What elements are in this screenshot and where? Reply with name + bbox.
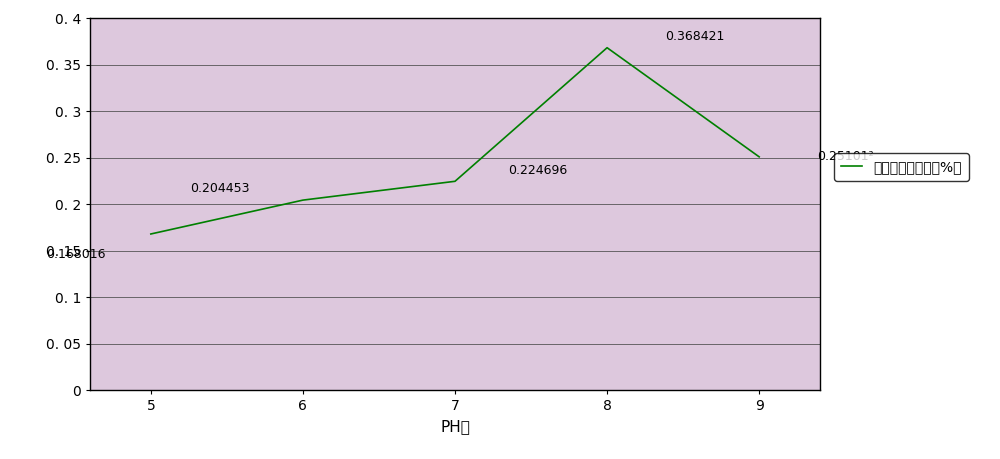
肿瘾细胞抑制率（%） [449, 179, 461, 184]
Text: 0.168016: 0.168016 [46, 248, 105, 261]
Legend: 肿瘾细胞抑制率（%）: 肿瘾细胞抑制率（%） [834, 153, 969, 181]
肿瘾细胞抑制率（%） [145, 231, 157, 237]
Line: 肿瘾细胞抑制率（%）: 肿瘾细胞抑制率（%） [151, 48, 759, 234]
肿瘾细胞抑制率（%） [297, 197, 309, 203]
Text: 0.204453: 0.204453 [190, 183, 250, 196]
肿瘾细胞抑制率（%） [601, 45, 613, 50]
肿瘾细胞抑制率（%） [753, 154, 765, 160]
Text: 0.25101²: 0.25101² [817, 151, 874, 163]
Text: 0.224696: 0.224696 [508, 164, 567, 177]
Text: 0.368421: 0.368421 [665, 30, 724, 43]
X-axis label: PH値: PH値 [440, 419, 470, 434]
